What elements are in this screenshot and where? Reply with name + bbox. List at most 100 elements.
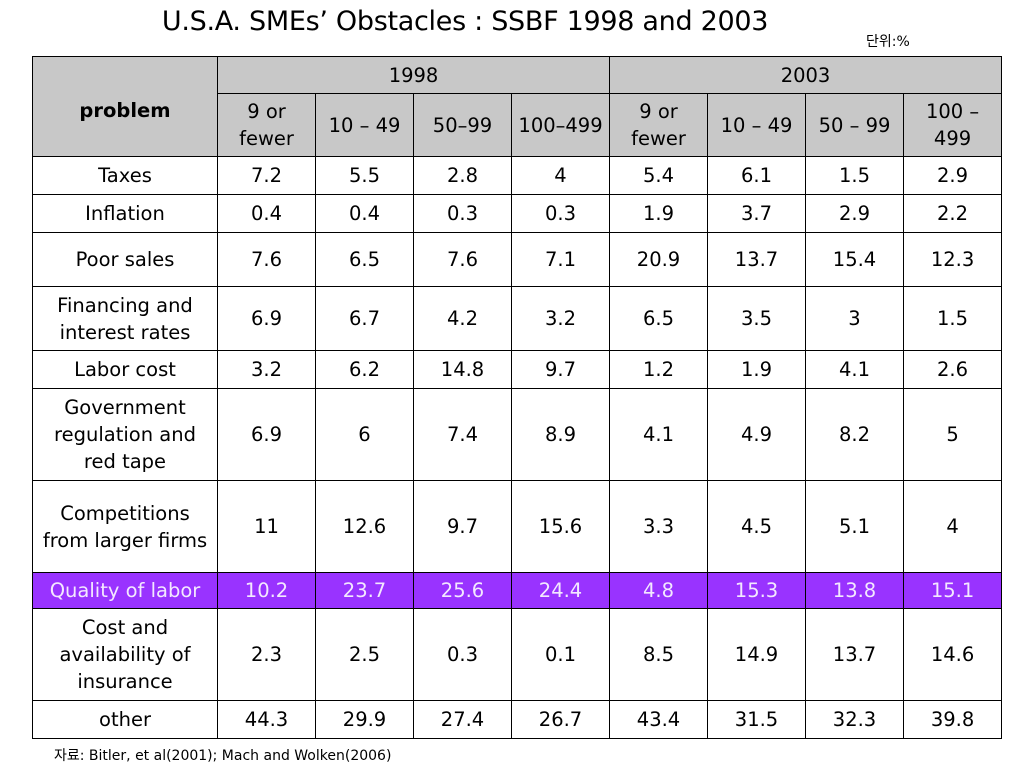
value-cell: 3: [805, 286, 905, 351]
table-row: Competitions from larger firms 11 12.6 9.7 1…: [32, 480, 1003, 573]
value-cell: 15.3: [707, 572, 807, 609]
value-cell: 9.7: [413, 480, 512, 573]
value-cell: 15.4: [805, 232, 905, 287]
size-group-header: 100–499: [510, 93, 611, 157]
table-row: Taxes 7.2 5.5 2.8 4 5.4 6.1 1.5 2.9: [32, 156, 1003, 195]
value-cell: 6.1: [707, 156, 807, 195]
problem-cell: Government regulation and red tape: [32, 388, 218, 481]
problem-cell: Poor sales: [32, 232, 218, 287]
value-cell: 23.7: [315, 572, 414, 609]
problem-header: problem: [32, 56, 218, 157]
value-cell: 1.2: [609, 350, 709, 389]
value-cell: 3.2: [510, 286, 611, 351]
value-cell: 2.2: [903, 194, 1003, 233]
value-cell: 13.8: [805, 572, 905, 609]
value-cell: 13.7: [805, 608, 905, 701]
value-cell: 0.4: [315, 194, 414, 233]
value-cell: 15.1: [903, 572, 1003, 609]
value-cell: 43.4: [609, 700, 709, 739]
problem-cell: Taxes: [32, 156, 218, 195]
value-cell: 4: [903, 480, 1003, 573]
value-cell: 44.3: [217, 700, 316, 739]
source-note: 자료: Bitler, et al(2001); Mach and Wolken…: [54, 748, 392, 764]
value-cell: 27.4: [413, 700, 512, 739]
value-cell: 4.2: [413, 286, 512, 351]
value-cell: 14.9: [707, 608, 807, 701]
value-cell: 7.1: [510, 232, 611, 287]
table-row: Government regulation and red tape 6.9 6 7.…: [32, 388, 1003, 481]
size-group-header: 9 or fewer: [609, 93, 709, 157]
value-cell: 14.8: [413, 350, 512, 389]
value-cell: 26.7: [510, 700, 611, 739]
value-cell: 2.5: [315, 608, 414, 701]
value-cell: 8.5: [609, 608, 709, 701]
value-cell: 7.4: [413, 388, 512, 481]
value-cell: 0.3: [413, 608, 512, 701]
value-cell: 8.9: [510, 388, 611, 481]
value-cell: 4.1: [805, 350, 905, 389]
page-title: U.S.A. SMEs’ Obstacles : SSBF 1998 and 2…: [161, 6, 769, 37]
value-cell: 4: [510, 156, 611, 195]
size-group-header: 50–99: [413, 93, 512, 157]
value-cell: 1.9: [707, 350, 807, 389]
table-row: Cost and availability of insurance 2.3 2.5…: [32, 608, 1003, 701]
obstacles-table: problem 1998 2003 9 or fewer 10 – 49 50–99…: [32, 56, 1003, 739]
year-header-1998: 1998: [216, 56, 611, 94]
value-cell: 1.9: [609, 194, 709, 233]
value-cell: 2.3: [217, 608, 316, 701]
value-cell: 5.1: [805, 480, 905, 573]
size-group-header: 9 or fewer: [217, 93, 316, 157]
value-cell: 25.6: [413, 572, 512, 609]
value-cell: 24.4: [510, 572, 611, 609]
problem-cell: Cost and availability of insurance: [32, 608, 218, 701]
unit-note: 단위:%: [866, 34, 910, 50]
value-cell: 3.2: [217, 350, 316, 389]
size-group-header: 10 – 49: [315, 93, 414, 157]
value-cell: 4.1: [609, 388, 709, 481]
value-cell: 6: [315, 388, 414, 481]
value-cell: 6.7: [315, 286, 414, 351]
table-row: other 44.3 29.9 27.4 26.7 43.4 31.5 32.3 39.8: [32, 700, 1003, 739]
value-cell: 9.7: [510, 350, 611, 389]
value-cell: 29.9: [315, 700, 414, 739]
value-cell: 11: [217, 480, 316, 573]
value-cell: 32.3: [805, 700, 905, 739]
size-group-header: 10 – 49: [707, 93, 807, 157]
value-cell: 2.9: [805, 194, 905, 233]
value-cell: 6.9: [217, 286, 316, 351]
value-cell: 0.3: [413, 194, 512, 233]
value-cell: 7.6: [413, 232, 512, 287]
value-cell: 12.6: [315, 480, 414, 573]
value-cell: 10.2: [217, 572, 316, 609]
value-cell: 1.5: [805, 156, 905, 195]
value-cell: 5.5: [315, 156, 414, 195]
value-cell: 4.9: [707, 388, 807, 481]
table-row: Poor sales 7.6 6.5 7.6 7.1 20.9 13.7 15.4 12.3: [32, 232, 1003, 287]
value-cell: 0.1: [510, 608, 611, 701]
value-cell: 1.5: [903, 286, 1003, 351]
problem-cell: Quality of labor: [32, 572, 218, 609]
value-cell: 6.9: [217, 388, 316, 481]
value-cell: 4.5: [707, 480, 807, 573]
year-header-2003: 2003: [609, 56, 1003, 94]
value-cell: 7.2: [217, 156, 316, 195]
value-cell: 2.9: [903, 156, 1003, 195]
value-cell: 7.6: [217, 232, 316, 287]
value-cell: 0.4: [217, 194, 316, 233]
value-cell: 5: [903, 388, 1003, 481]
problem-cell: Competitions from larger firms: [32, 480, 218, 573]
value-cell: 6.5: [609, 286, 709, 351]
value-cell: 13.7: [707, 232, 807, 287]
value-cell: 12.3: [903, 232, 1003, 287]
value-cell: 2.6: [903, 350, 1003, 389]
table-row: Financing and interest rates 6.9 6.7 4.2 3.2…: [32, 286, 1003, 351]
value-cell: 3.3: [609, 480, 709, 573]
table-row: Labor cost 3.2 6.2 14.8 9.7 1.2 1.9 4.1 2.6: [32, 350, 1003, 389]
value-cell: 31.5: [707, 700, 807, 739]
value-cell: 14.6: [903, 608, 1003, 701]
value-cell: 5.4: [609, 156, 709, 195]
value-cell: 39.8: [903, 700, 1003, 739]
value-cell: 8.2: [805, 388, 905, 481]
size-group-header: 100 – 499: [903, 93, 1003, 157]
